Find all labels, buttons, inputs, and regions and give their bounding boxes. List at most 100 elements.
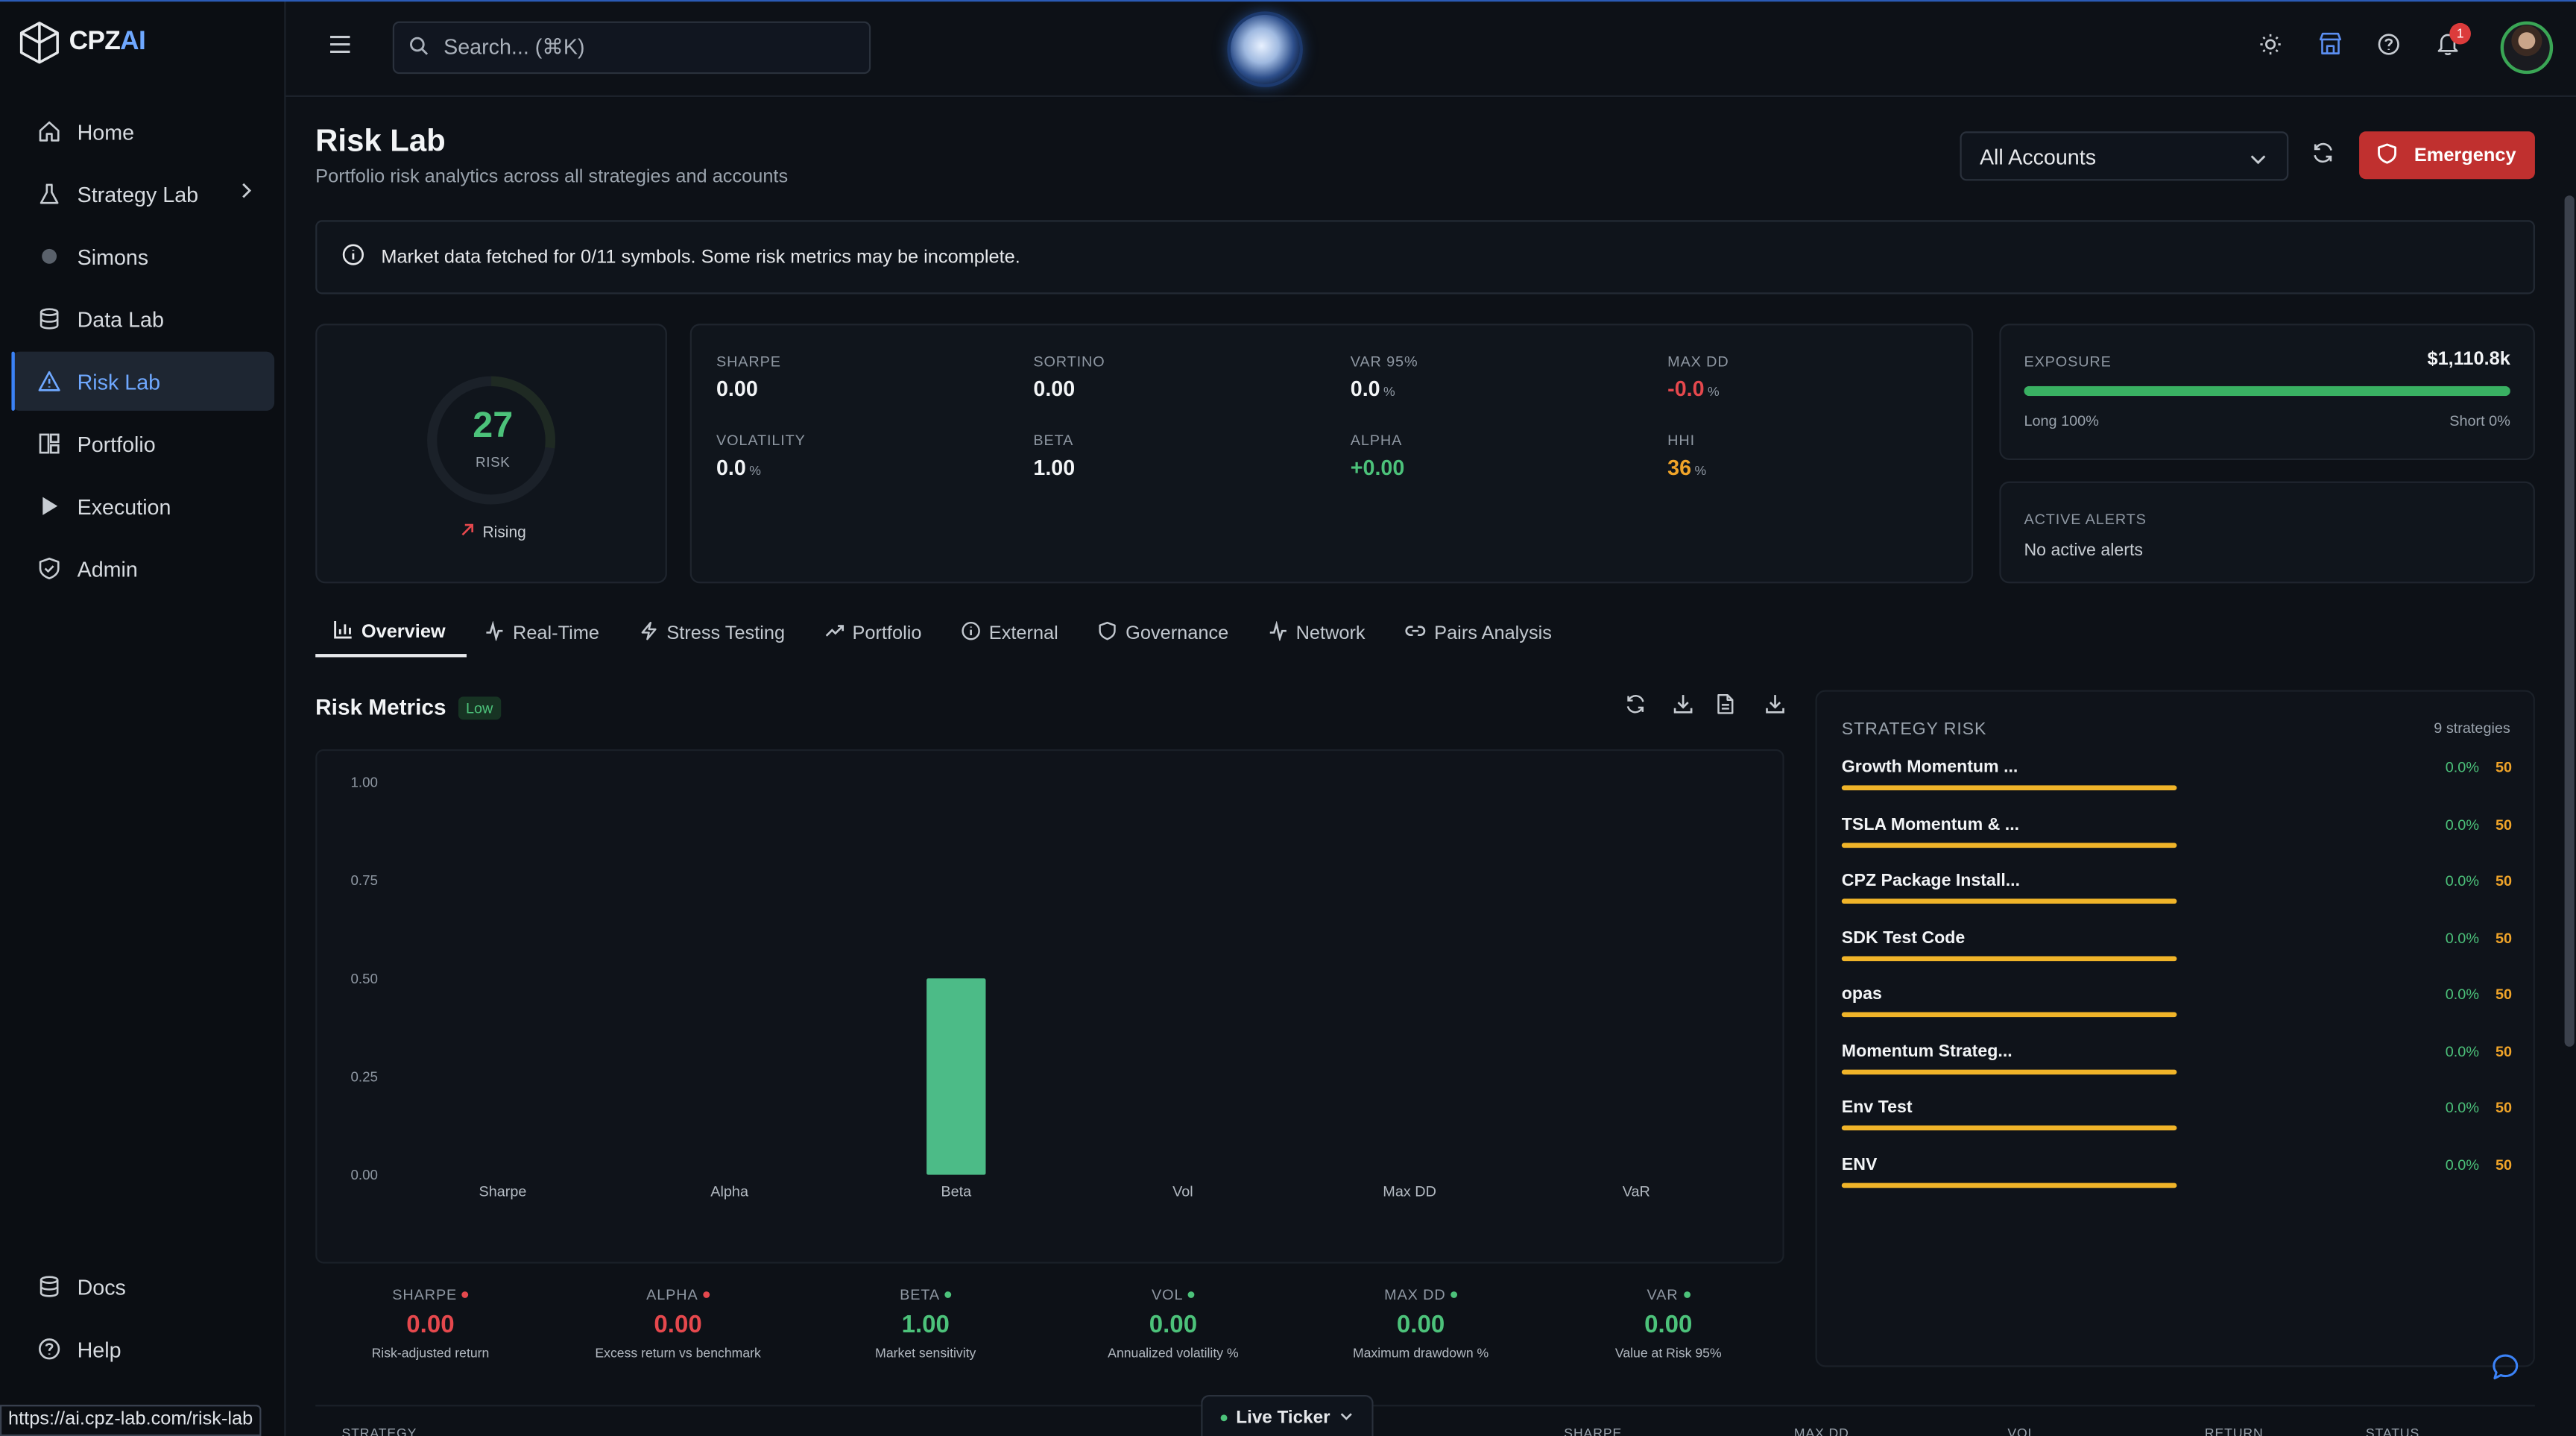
sidebar-item-label: Admin xyxy=(77,555,138,582)
y-tick-label: 1.00 xyxy=(351,775,378,790)
status-dot xyxy=(944,1291,952,1298)
exposure-short: Short 0% xyxy=(2449,412,2510,429)
strategy-risk-score: 50 xyxy=(2495,816,2513,833)
strategy-risk-bar xyxy=(1841,898,2177,904)
sidebar-item-strategy-lab[interactable]: Strategy Lab xyxy=(11,164,274,223)
chart-download-button[interactable] xyxy=(1661,692,1703,725)
tab-stress-testing[interactable]: Stress Testing xyxy=(621,610,806,658)
sidebar-item-help[interactable]: Help xyxy=(11,1320,274,1379)
risk-score-card: 27 RISK Rising xyxy=(315,324,667,584)
strategy-risk-row[interactable]: Growth Momentum ... 0.0% 50 xyxy=(1841,757,2512,807)
account-select-value: All Accounts xyxy=(1979,143,2097,169)
x-tick-label: Sharpe xyxy=(479,1183,526,1200)
stat-sharpe: SHARPE 0.00 Risk-adjusted return xyxy=(315,1286,546,1360)
stat-alpha: ALPHA 0.00 Excess return vs benchmark xyxy=(563,1286,793,1360)
stat-value: 0.00 xyxy=(654,1311,702,1340)
tab-external[interactable]: External xyxy=(943,610,1079,658)
stat-description: Maximum drawdown % xyxy=(1352,1345,1489,1361)
tab-portfolio[interactable]: Portfolio xyxy=(806,610,943,658)
activity-icon xyxy=(1268,620,1287,646)
chart-refresh-button[interactable] xyxy=(1613,692,1655,725)
strategy-risk-row[interactable]: SDK Test Code 0.0% 50 xyxy=(1841,928,2512,977)
stat-description: Risk-adjusted return xyxy=(371,1345,490,1361)
help-button[interactable] xyxy=(2359,22,2418,75)
dot-icon xyxy=(36,243,62,269)
search-input[interactable]: Search... (⌘K) xyxy=(392,21,871,75)
store-icon xyxy=(2317,31,2342,64)
exposure-long: Long 100% xyxy=(2024,412,2099,429)
bar-beta[interactable] xyxy=(926,978,986,1175)
stat-label: VOL xyxy=(1058,1286,1289,1303)
sidebar-item-label: Data Lab xyxy=(77,306,164,332)
strategy-risk-row[interactable]: TSLA Momentum & ... 0.0% 50 xyxy=(1841,814,2513,863)
sidebar-item-label: Help xyxy=(77,1336,121,1361)
table-header-cell[interactable]: VOL xyxy=(2007,1426,2036,1436)
tab-governance[interactable]: Governance xyxy=(1079,610,1249,658)
x-tick-label: Alpha xyxy=(710,1183,749,1200)
sidebar-item-execution[interactable]: Execution xyxy=(11,476,274,535)
notifications-button[interactable]: 1 xyxy=(2418,22,2477,75)
strategy-name: Env Test xyxy=(1841,1098,1913,1118)
sidebar-item-admin[interactable]: Admin xyxy=(11,539,274,598)
warning-message: Market data fetched for 0/11 symbols. So… xyxy=(381,247,1020,268)
risk-score-value: 27 xyxy=(473,404,514,446)
strategy-risk-score: 50 xyxy=(2495,986,2513,1003)
strategy-risk-row[interactable]: opas 0.0% 50 xyxy=(1841,984,2513,1033)
table-header-cell[interactable]: RETURN xyxy=(2204,1426,2264,1436)
menu-icon[interactable] xyxy=(329,33,352,63)
assistant-orb[interactable] xyxy=(1230,14,1300,84)
strategy-risk-row[interactable]: Momentum Strateg... 0.0% 50 xyxy=(1841,1041,2512,1090)
account-select[interactable]: All Accounts xyxy=(1960,131,2289,181)
table-header-cell[interactable]: STATUS xyxy=(2365,1426,2420,1436)
emergency-label: Emergency xyxy=(2414,145,2516,166)
strategy-risk-row[interactable]: ENV 0.0% 50 xyxy=(1841,1154,2513,1203)
sidebar-item-risk-lab[interactable]: Risk Lab xyxy=(11,351,275,411)
page-scrollbar[interactable] xyxy=(2564,195,2575,1047)
download-icon xyxy=(1764,693,1785,723)
lightning-icon xyxy=(639,621,658,646)
sidebar-item-portfolio[interactable]: Portfolio xyxy=(11,414,274,473)
sidebar-item-label: Home xyxy=(77,119,135,144)
chart-export-button[interactable] xyxy=(1753,692,1796,725)
strategy-name: Momentum Strateg... xyxy=(1841,1041,2012,1061)
tab-network[interactable]: Network xyxy=(1250,610,1386,658)
sidebar-item-home[interactable]: Home xyxy=(11,102,274,161)
strategy-allocation: 0.0% xyxy=(2445,929,2479,946)
table-header-cell[interactable]: MAX DD xyxy=(1793,1426,1849,1436)
strategy-risk-title: STRATEGY RISK xyxy=(1841,719,1987,740)
home-icon xyxy=(36,119,62,145)
table-header-cell[interactable]: SHARPE xyxy=(1564,1426,1623,1436)
sidebar-item-data-lab[interactable]: Data Lab xyxy=(11,289,274,348)
emergency-button[interactable]: Emergency xyxy=(2359,131,2535,180)
stat-max-dd: MAX DD 0.00 Maximum drawdown % xyxy=(1306,1286,1536,1360)
brand-logo[interactable]: CPZAI xyxy=(19,22,146,64)
strategy-risk-row[interactable]: CPZ Package Install... 0.0% 50 xyxy=(1841,871,2513,920)
strategy-risk-row[interactable]: Env Test 0.0% 50 xyxy=(1841,1098,2512,1147)
chart-report-button[interactable] xyxy=(1704,692,1746,725)
chat-bubble-icon[interactable] xyxy=(2490,1352,2520,1391)
strategy-risk-card: STRATEGY RISK 9 strategies Growth Moment… xyxy=(1815,690,2535,1367)
sidebar-item-label: Docs xyxy=(77,1273,126,1300)
avatar[interactable] xyxy=(2500,21,2554,75)
store-button[interactable] xyxy=(2300,22,2359,75)
tab-overview[interactable]: Overview xyxy=(315,610,467,658)
tab-pairs-analysis[interactable]: Pairs Analysis xyxy=(1386,610,1573,658)
strategy-allocation: 0.0% xyxy=(2445,1099,2479,1116)
risk-metric-stats: SHARPE 0.00 Risk-adjusted return ALPHA 0.00 E… xyxy=(315,1286,1784,1385)
strategy-risk-score: 50 xyxy=(2495,1156,2513,1173)
strategy-allocation: 0.0% xyxy=(2445,759,2479,776)
tab-real-time[interactable]: Real-Time xyxy=(467,610,620,658)
sidebar-item-docs[interactable]: Docs xyxy=(11,1257,274,1316)
risk-metrics-bar-chart: 0.00 0.25 0.50 0.75 1.00 Sharpe Alpha Beta Vol Ma… xyxy=(351,775,1650,1200)
strategy-name: Growth Momentum ... xyxy=(1841,757,2018,778)
table-header-cell[interactable]: STRATEGY xyxy=(341,1426,417,1436)
sidebar-item-simons[interactable]: Simons xyxy=(11,227,274,286)
refresh-icon xyxy=(1624,693,1646,723)
live-ticker-toggle[interactable]: Live Ticker xyxy=(1201,1394,1374,1436)
warning-triangle-icon xyxy=(36,368,62,394)
theme-toggle-button[interactable] xyxy=(2241,22,2299,75)
strategy-risk-score: 50 xyxy=(2495,872,2513,889)
stat-label: ALPHA xyxy=(563,1286,793,1303)
metric-hhi: HHI 36% xyxy=(1667,432,1707,480)
refresh-button[interactable] xyxy=(2300,135,2346,177)
